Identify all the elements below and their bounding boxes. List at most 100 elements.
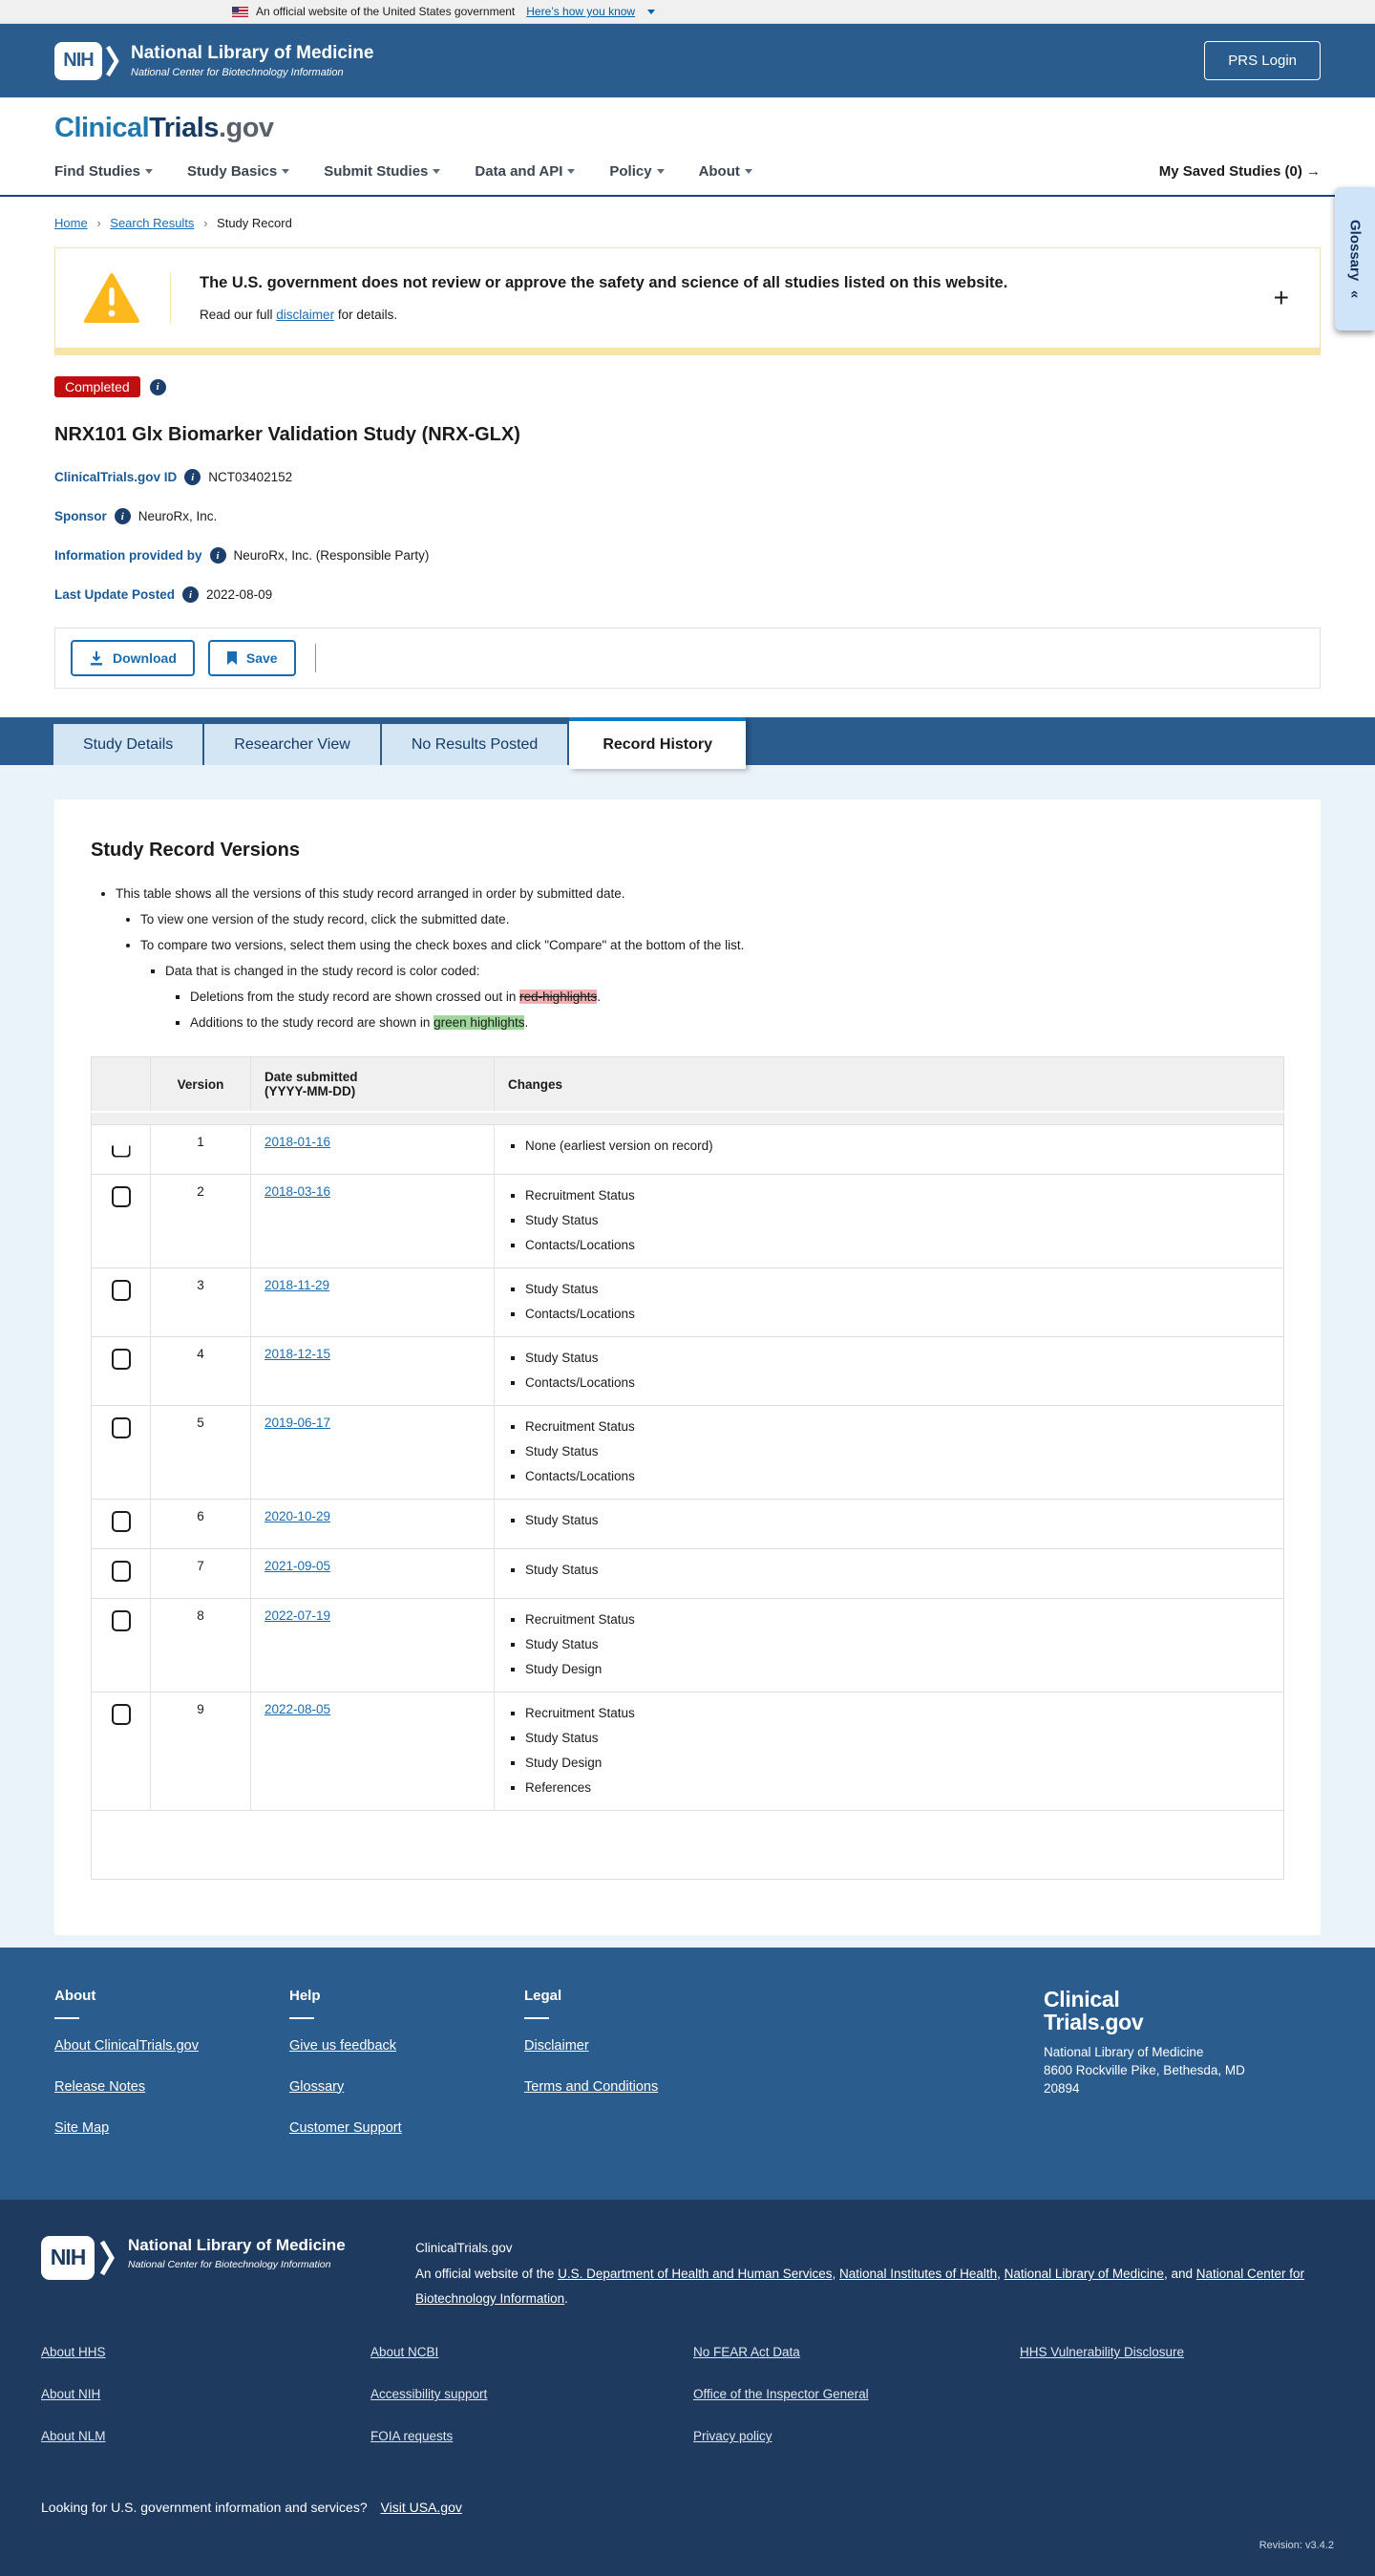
expand-plus-icon[interactable]: + [1274, 285, 1289, 311]
footer-bottom-link-accessibility-support[interactable]: Accessibility support [370, 2387, 693, 2401]
my-saved-studies-link[interactable]: My Saved Studies (0) → [1159, 163, 1321, 180]
nav-item-find-studies[interactable]: Find Studies [54, 163, 153, 180]
green-highlight-sample: green highlights [434, 1015, 524, 1030]
change-item: Recruitment Status [525, 1419, 1270, 1434]
submitted-date-link[interactable]: 2022-07-19 [264, 1608, 330, 1623]
checkbox-column-header [92, 1057, 151, 1113]
info-icon[interactable]: i [182, 586, 199, 603]
download-button[interactable]: Download [71, 640, 195, 676]
footer-bottom-column-4: HHS Vulnerability Disclosure [1020, 2345, 1184, 2471]
save-button[interactable]: Save [208, 640, 296, 676]
submitted-date-link[interactable]: 2018-12-15 [264, 1347, 330, 1361]
collapse-chevrons-icon: « [1347, 290, 1364, 298]
version-checkbox[interactable] [112, 1186, 131, 1207]
footer-nih-logo[interactable]: NIH National Library of Medicine Nationa… [41, 2236, 415, 2311]
version-checkbox[interactable] [112, 1280, 131, 1301]
red-highlight-sample: red-highlights [519, 990, 597, 1004]
footer-link-glossary[interactable]: Glossary [289, 2079, 524, 2095]
version-checkbox[interactable] [112, 1417, 131, 1438]
nih-logo[interactable]: NIH National Library of Medicine Nationa… [54, 42, 373, 80]
footer-bottom-link-no-fear-act-data[interactable]: No FEAR Act Data [693, 2345, 1020, 2359]
heres-how-you-know-link[interactable]: Here’s how you know [526, 5, 635, 18]
nav-item-data-and-api[interactable]: Data and API [475, 163, 575, 180]
prs-login-button[interactable]: PRS Login [1204, 41, 1321, 80]
glossary-label: Glossary [1347, 220, 1364, 281]
footer-bottom-link-office-of-the-inspector-general[interactable]: Office of the Inspector General [693, 2387, 1020, 2401]
nav-item-policy[interactable]: Policy [609, 163, 664, 180]
change-item: Study Status [525, 1563, 1270, 1577]
bookmark-icon [226, 650, 238, 666]
footer-bottom-link-privacy-policy[interactable]: Privacy policy [693, 2429, 1020, 2443]
page-title: NRX101 Glx Biomarker Validation Study (N… [54, 424, 1321, 446]
visit-usa-gov-link[interactable]: Visit USA.gov [381, 2500, 462, 2515]
warning-title: The U.S. government does not review or a… [200, 274, 1007, 292]
footer-link-give-us-feedback[interactable]: Give us feedback [289, 2038, 524, 2054]
statement-link-national-institutes-of-health[interactable]: National Institutes of Health [839, 2267, 997, 2281]
meta-value: 2022-08-09 [206, 587, 272, 602]
change-item: Study Status [525, 1213, 1270, 1227]
clinicaltrials-logo[interactable]: ClinicalTrials.gov [54, 113, 1321, 144]
footer-link-release-notes[interactable]: Release Notes [54, 2079, 289, 2095]
version-checkbox[interactable] [112, 1137, 131, 1158]
tab-researcher-view[interactable]: Researcher View [204, 724, 380, 765]
submitted-date-link[interactable]: 2018-11-29 [264, 1278, 329, 1292]
breadcrumb-search-results[interactable]: Search Results [110, 216, 194, 230]
instruction-item: Data that is changed in the study record… [165, 964, 1284, 1030]
version-checkbox[interactable] [112, 1511, 131, 1532]
info-icon[interactable]: i [115, 508, 131, 524]
version-checkbox[interactable] [112, 1349, 131, 1370]
footer-bottom-link-hhs-vulnerability-disclosure[interactable]: HHS Vulnerability Disclosure [1020, 2345, 1184, 2359]
footer-link-about-clinicaltrials-gov[interactable]: About ClinicalTrials.gov [54, 2038, 289, 2054]
statement-link-u-s-department-of-health-and-human-services[interactable]: U.S. Department of Health and Human Serv… [558, 2267, 832, 2281]
tab-record-history[interactable]: Record History [569, 717, 746, 769]
breadcrumb-home[interactable]: Home [54, 216, 88, 230]
footer-bottom-column-2: About NCBI Accessibility support FOIA requ… [370, 2345, 693, 2471]
government-disclaimer-banner: The U.S. government does not review or a… [54, 247, 1321, 355]
submitted-date-link[interactable]: 2022-08-05 [264, 1702, 330, 1716]
submitted-date-link[interactable]: 2018-03-16 [264, 1184, 330, 1199]
footer-link-disclaimer[interactable]: Disclaimer [524, 2038, 763, 2054]
footer-bottom-link-about-nih[interactable]: About NIH [41, 2387, 370, 2401]
chevron-down-icon [145, 169, 153, 174]
disclaimer-link[interactable]: disclaimer [276, 308, 334, 322]
gov-banner-text: An official website of the United States… [256, 5, 515, 18]
tab-no-results-posted[interactable]: No Results Posted [382, 724, 568, 765]
statement-link-national-library-of-medicine[interactable]: National Library of Medicine [1005, 2267, 1164, 2281]
info-icon[interactable]: i [210, 547, 226, 564]
version-checkbox[interactable] [112, 1704, 131, 1725]
change-item: Study Status [525, 1351, 1270, 1365]
changes-list: Study Status [508, 1513, 1270, 1527]
footer-bottom-link-about-nlm[interactable]: About NLM [41, 2429, 370, 2443]
submitted-date-link[interactable]: 2018-01-16 [264, 1135, 330, 1149]
nav-item-submit-studies[interactable]: Submit Studies [324, 163, 440, 180]
submitted-date-link[interactable]: 2020-10-29 [264, 1509, 330, 1523]
submitted-date-link[interactable]: 2021-09-05 [264, 1559, 330, 1573]
usa-gov-row: Looking for U.S. government information … [41, 2500, 1334, 2515]
change-item: Contacts/Locations [525, 1238, 1270, 1252]
changes-column-header: Changes [495, 1057, 1284, 1113]
info-icon[interactable]: i [184, 469, 201, 485]
footer-bottom-link-about-hhs[interactable]: About HHS [41, 2345, 370, 2359]
submitted-date-link[interactable]: 2019-06-17 [264, 1416, 330, 1430]
nav-item-study-basics[interactable]: Study Basics [187, 163, 289, 180]
version-checkbox[interactable] [112, 1610, 131, 1631]
footer-bottom-link-about-ncbi[interactable]: About NCBI [370, 2345, 693, 2359]
meta-value: NCT03402152 [208, 470, 292, 484]
footer-link-site-map[interactable]: Site Map [54, 2120, 289, 2136]
info-icon[interactable]: i [150, 379, 166, 395]
glossary-side-tab[interactable]: Glossary « [1335, 187, 1375, 330]
tab-study-details[interactable]: Study Details [53, 724, 202, 765]
version-cell: 5 [151, 1405, 251, 1499]
footer-bottom: NIH National Library of Medicine Nationa… [0, 2200, 1375, 2576]
version-checkbox[interactable] [112, 1561, 131, 1582]
nav-item-about[interactable]: About [699, 163, 752, 180]
footer-link-terms-and-conditions[interactable]: Terms and Conditions [524, 2079, 763, 2095]
footer-link-customer-support[interactable]: Customer Support [289, 2120, 524, 2136]
warning-subtext: Read our full disclaimer for details. [200, 308, 1007, 322]
footer-bottom-link-foia-requests[interactable]: FOIA requests [370, 2429, 693, 2443]
